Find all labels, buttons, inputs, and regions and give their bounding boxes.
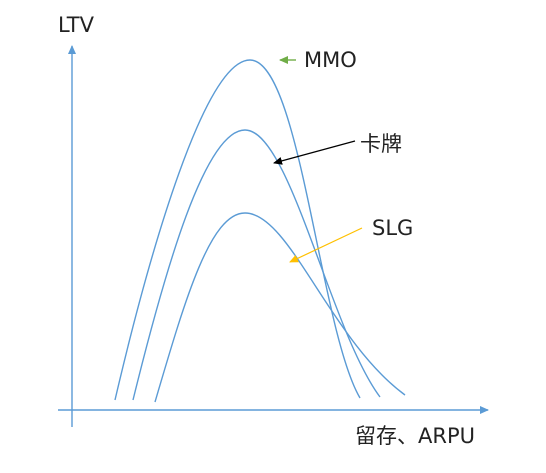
mmo-curve (114, 59, 361, 401)
x-axis-label: 留存、ARPU (355, 424, 475, 448)
slg-arrow (289, 227, 363, 263)
card-curve (132, 129, 381, 401)
mmo-label: MMO (304, 48, 357, 72)
card-arrow (273, 140, 356, 165)
slg-curve (154, 212, 406, 403)
slg-label: SLG (372, 216, 413, 240)
y-axis-label: LTV (58, 13, 95, 37)
card-label: 卡牌 (360, 132, 402, 156)
